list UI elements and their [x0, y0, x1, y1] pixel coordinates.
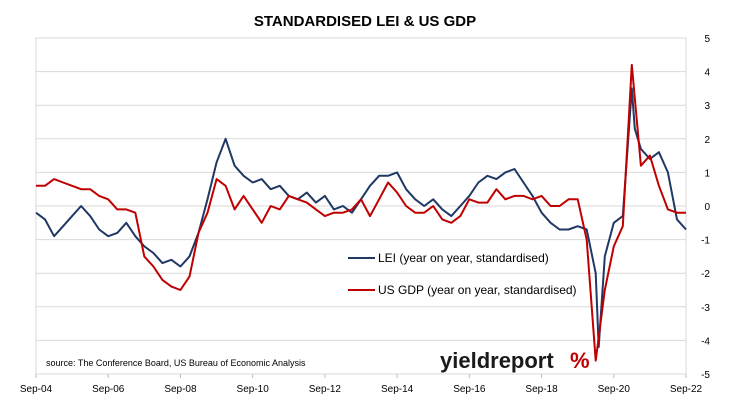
x-tick-label: Sep-22 [670, 384, 703, 395]
y-tick-label: 0 [704, 202, 710, 213]
x-tick-label: Sep-04 [20, 384, 53, 395]
x-tick-label: Sep-14 [381, 384, 414, 395]
legend: LEI (year on year, standardised) US GDP … [348, 251, 577, 297]
x-tick-label: Sep-20 [598, 384, 631, 395]
x-tick-label: Sep-06 [92, 384, 125, 395]
x-tick-label: Sep-12 [309, 384, 342, 395]
source-note: source: The Conference Board, US Bureau … [46, 358, 306, 368]
y-tick-label: 3 [704, 101, 710, 112]
yieldreport-logo: yieldreport % [440, 348, 590, 373]
y-tick-label: 4 [704, 68, 710, 79]
logo-text: yieldreport [440, 348, 554, 373]
logo-symbol: % [570, 348, 590, 373]
x-axis-ticks: Sep-04 Sep-06 Sep-08 Sep-10 Sep-12 Sep-14 Sep-… [20, 374, 703, 395]
series-line-1 [36, 63, 686, 362]
legend-label-lei: LEI (year on year, standardised) [378, 251, 549, 265]
series-lines [35, 63, 687, 362]
y-tick-label: -3 [701, 303, 710, 314]
y-tick-label: 2 [704, 135, 710, 146]
legend-label-gdp: US GDP (year on year, standardised) [378, 283, 577, 297]
x-tick-label: Sep-16 [453, 384, 486, 395]
x-tick-label: Sep-10 [237, 384, 270, 395]
y-tick-label: -5 [701, 370, 710, 381]
y-tick-label: -4 [701, 336, 710, 347]
grid-lines [36, 37, 686, 375]
series-line-0 [35, 87, 687, 349]
y-tick-label: -2 [701, 269, 710, 280]
y-tick-label: 5 [704, 34, 710, 45]
y-tick-label: -1 [701, 236, 710, 247]
chart-title: STANDARDISED LEI & US GDP [254, 13, 476, 30]
x-tick-label: Sep-18 [525, 384, 558, 395]
x-tick-label: Sep-08 [164, 384, 197, 395]
y-axis-ticks: 5 4 3 2 1 0 -1 -2 -3 -4 -5 [701, 34, 710, 381]
y-tick-label: 1 [704, 168, 710, 179]
